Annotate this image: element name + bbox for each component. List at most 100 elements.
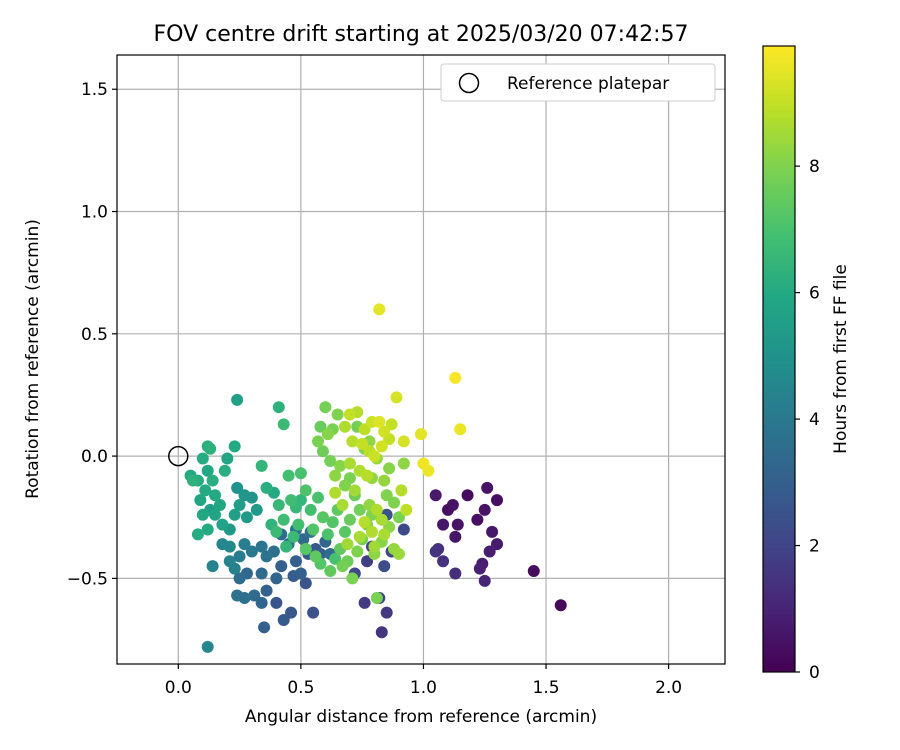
data-point — [370, 591, 383, 604]
data-point — [199, 484, 212, 497]
x-tick-label: 1.5 — [533, 678, 560, 698]
data-point — [331, 408, 344, 421]
data-point — [368, 540, 381, 553]
x-ticks: 0.0 0.5 1.0 1.5 2.0 — [165, 664, 682, 698]
data-point — [368, 450, 381, 463]
data-point — [375, 513, 388, 526]
data-point — [415, 428, 427, 441]
data-point — [231, 481, 244, 494]
data-point — [378, 425, 391, 438]
data-point — [395, 484, 408, 497]
data-point — [201, 640, 214, 653]
data-point — [358, 423, 371, 436]
colorbar-ticks: 0 2 4 6 8 — [795, 157, 820, 683]
data-point — [196, 508, 209, 521]
data-point — [209, 508, 222, 521]
data-point — [380, 606, 393, 619]
data-point — [326, 516, 339, 529]
data-point — [373, 415, 386, 428]
data-point — [297, 533, 310, 546]
data-point — [231, 589, 244, 602]
data-point — [228, 440, 241, 453]
data-point — [260, 550, 273, 563]
x-tick-label: 2.0 — [655, 678, 682, 698]
data-point — [397, 523, 410, 536]
data-point — [321, 428, 334, 441]
data-point — [304, 503, 317, 516]
data-point — [260, 584, 273, 597]
data-point — [277, 513, 290, 526]
data-point — [187, 474, 199, 487]
data-point — [289, 555, 302, 568]
colorbar-gradient — [762, 45, 796, 673]
data-point — [255, 540, 268, 553]
data-point — [361, 469, 374, 482]
data-point — [358, 596, 371, 609]
data-point — [299, 577, 312, 590]
data-point — [378, 560, 391, 573]
data-point — [260, 481, 273, 494]
data-point — [275, 560, 288, 573]
data-point — [314, 420, 327, 433]
data-point — [397, 457, 410, 470]
data-point — [346, 572, 359, 585]
data-point — [194, 494, 207, 507]
x-axis-label: Angular distance from reference (arcmin) — [245, 707, 597, 727]
data-point — [429, 545, 442, 558]
data-point — [449, 567, 462, 580]
y-axis-label: Rotation from reference (arcmin) — [23, 219, 43, 499]
data-point — [400, 503, 413, 516]
data-point — [449, 530, 462, 543]
data-point — [270, 525, 283, 538]
x-tick-label: 0.0 — [165, 678, 192, 698]
data-point — [346, 435, 359, 448]
data-point — [287, 530, 300, 543]
data-point — [486, 525, 499, 538]
data-point — [255, 459, 268, 472]
y-ticks: −0.5 0.0 0.5 1.0 1.5 — [67, 80, 117, 589]
data-point — [272, 401, 285, 414]
data-point — [390, 391, 403, 404]
data-point — [312, 435, 325, 448]
data-point — [454, 423, 467, 436]
data-point — [285, 494, 298, 507]
data-point — [201, 464, 214, 477]
data-point — [451, 518, 464, 531]
data-point — [191, 528, 204, 541]
data-point — [233, 572, 246, 585]
data-point — [255, 567, 268, 580]
data-point — [446, 499, 459, 512]
data-point — [201, 523, 214, 536]
data-point — [329, 552, 342, 565]
data-point — [378, 474, 391, 487]
data-point — [272, 499, 285, 512]
data-point — [299, 543, 312, 556]
data-point — [356, 437, 369, 450]
data-point — [375, 626, 388, 639]
data-point — [221, 452, 234, 465]
colorbar-tick-label: 8 — [809, 157, 820, 177]
data-point — [216, 518, 229, 531]
data-point — [329, 469, 342, 482]
data-point — [353, 503, 366, 516]
data-point — [213, 499, 226, 512]
data-point — [321, 528, 334, 541]
data-point — [228, 508, 241, 521]
data-point — [285, 606, 298, 619]
data-point — [339, 479, 351, 492]
data-point — [373, 303, 386, 316]
data-point — [209, 489, 222, 502]
data-point — [324, 455, 337, 467]
data-point — [307, 606, 320, 619]
data-point — [473, 562, 486, 575]
data-point — [294, 567, 307, 580]
data-point — [343, 408, 356, 421]
data-point — [206, 474, 219, 487]
data-point — [238, 489, 251, 502]
legend-label: Reference platepar — [507, 74, 669, 94]
data-point — [429, 489, 442, 502]
y-tick-label: 0.5 — [81, 325, 108, 345]
data-point — [280, 540, 293, 553]
data-point — [380, 489, 393, 502]
data-point — [449, 371, 462, 384]
